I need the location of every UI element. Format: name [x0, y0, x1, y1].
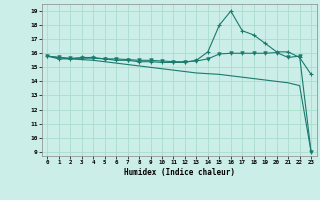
X-axis label: Humidex (Indice chaleur): Humidex (Indice chaleur) — [124, 168, 235, 177]
